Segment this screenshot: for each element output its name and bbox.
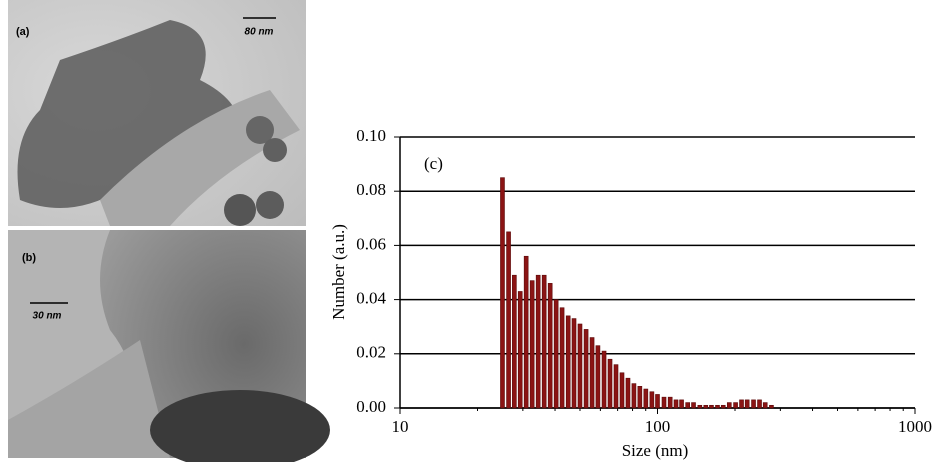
bar bbox=[613, 364, 619, 409]
bar bbox=[667, 396, 673, 409]
y-axis-title: Number (a.u.) bbox=[329, 224, 348, 320]
y-tick-label: 0.08 bbox=[356, 180, 386, 199]
bar bbox=[583, 329, 589, 409]
panel-label: (c) bbox=[424, 154, 443, 173]
bar bbox=[703, 404, 709, 409]
bar bbox=[739, 399, 744, 409]
x-axis-title: Size (nm) bbox=[622, 441, 689, 460]
bar bbox=[762, 402, 768, 409]
bar bbox=[697, 404, 703, 409]
bar bbox=[512, 274, 517, 409]
bar bbox=[733, 402, 738, 409]
bar bbox=[715, 404, 720, 409]
bar bbox=[643, 388, 649, 409]
bar bbox=[726, 402, 732, 409]
bar bbox=[709, 404, 714, 409]
y-tick-label: 0.00 bbox=[356, 397, 386, 416]
bar bbox=[655, 394, 660, 409]
x-tick-label: 1000 bbox=[898, 417, 932, 436]
y-tick-label: 0.04 bbox=[356, 289, 386, 308]
bar bbox=[769, 404, 774, 409]
bar bbox=[673, 399, 679, 409]
bar bbox=[506, 231, 511, 409]
bar bbox=[744, 399, 750, 409]
bar bbox=[577, 323, 583, 409]
x-tick-label: 100 bbox=[645, 417, 671, 436]
scale-bar-label: 30 nm bbox=[33, 311, 62, 322]
x-tick-label: 10 bbox=[392, 417, 409, 436]
bar bbox=[559, 307, 565, 409]
panel-label: (a) bbox=[16, 26, 30, 38]
bar bbox=[595, 345, 601, 409]
bar bbox=[607, 358, 613, 409]
bar bbox=[565, 315, 571, 409]
y-tick-label: 0.02 bbox=[356, 343, 386, 362]
bar bbox=[547, 283, 553, 409]
bar bbox=[553, 299, 559, 409]
bar bbox=[649, 391, 655, 409]
bar bbox=[535, 274, 541, 409]
tem-image-a: (a) 80 nm bbox=[8, 0, 306, 226]
bar bbox=[601, 350, 607, 409]
bar bbox=[631, 383, 637, 409]
bar bbox=[571, 318, 577, 409]
bar bbox=[679, 399, 684, 409]
tem-image-b: (b) 30 nm bbox=[8, 230, 330, 462]
bar bbox=[625, 377, 631, 409]
bar bbox=[685, 402, 690, 409]
bar bbox=[529, 280, 535, 409]
bar bbox=[637, 386, 643, 409]
bar bbox=[661, 396, 667, 409]
y-tick-label: 0.10 bbox=[356, 126, 386, 145]
bar bbox=[691, 402, 696, 409]
bar bbox=[720, 404, 726, 409]
scale-bar-label: 80 nm bbox=[245, 27, 274, 38]
bar bbox=[589, 337, 595, 409]
bar bbox=[500, 177, 505, 409]
bar bbox=[751, 399, 756, 409]
y-tick-label: 0.06 bbox=[356, 234, 386, 253]
bar bbox=[619, 372, 625, 409]
bar bbox=[541, 274, 547, 409]
panel-label: (b) bbox=[22, 252, 36, 264]
bar bbox=[757, 399, 762, 409]
bar bbox=[517, 291, 523, 409]
bar bbox=[523, 255, 529, 409]
